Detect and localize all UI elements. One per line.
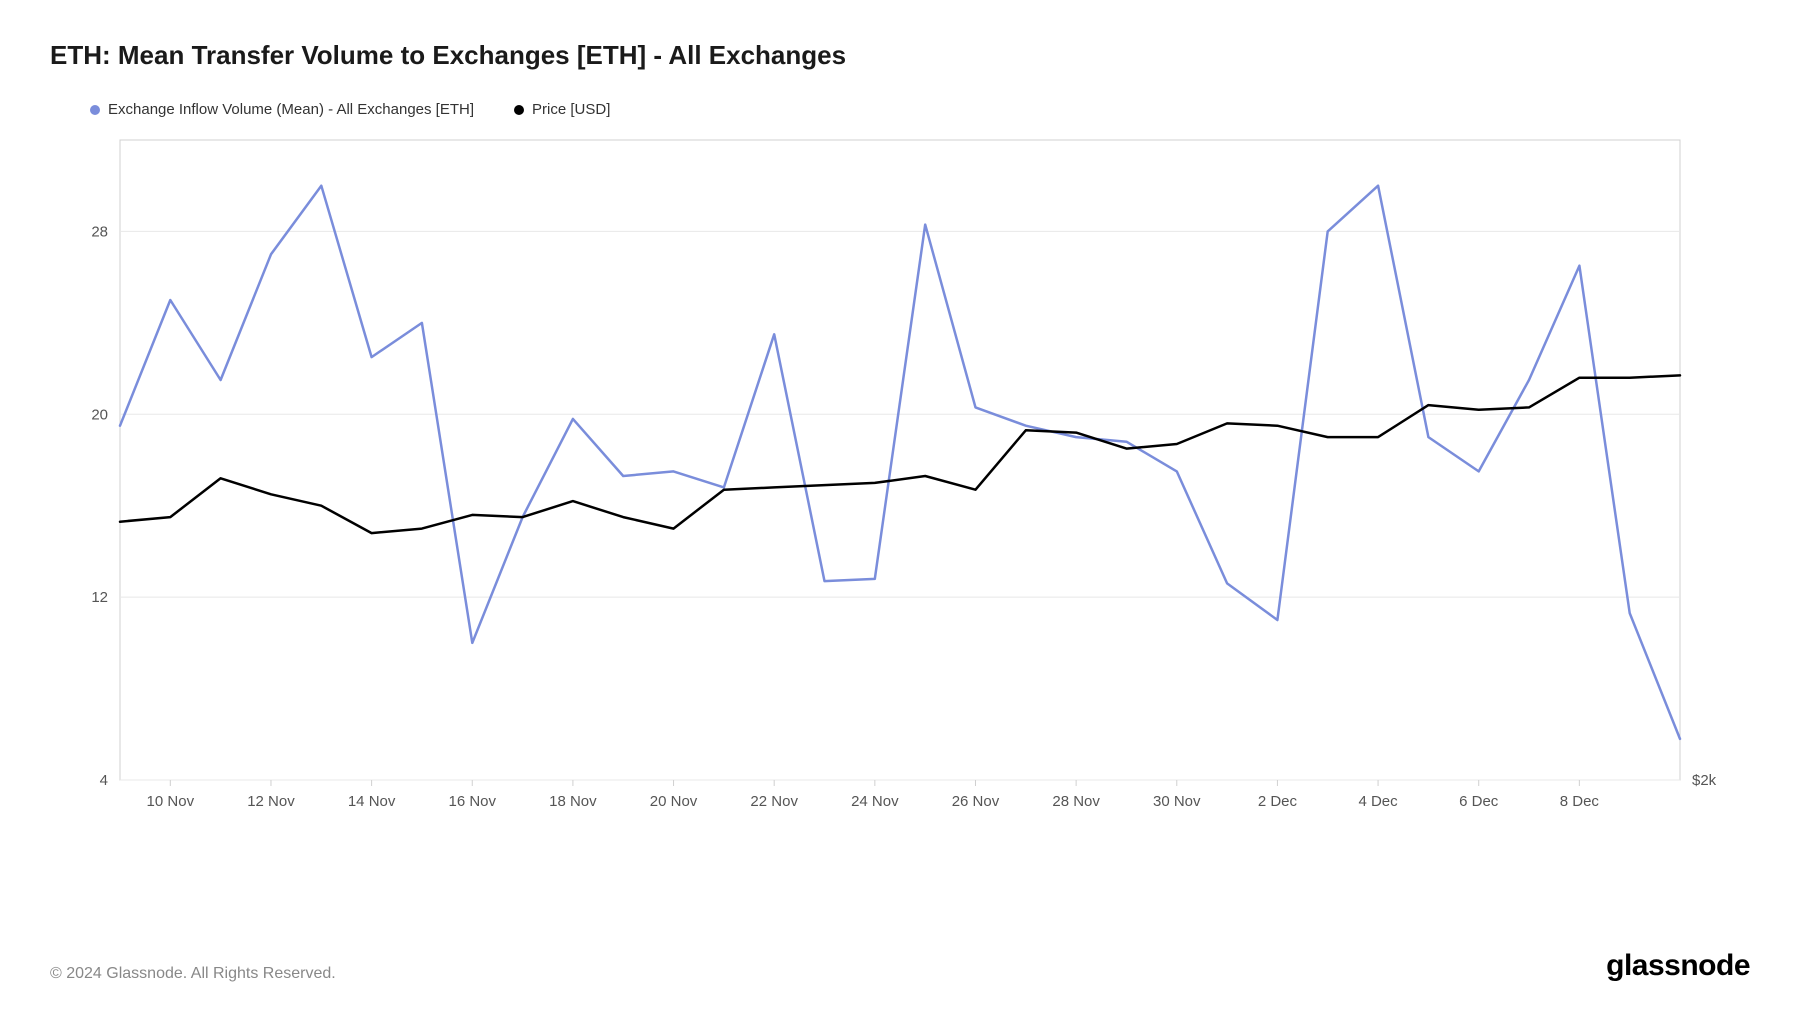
svg-text:30 Nov: 30 Nov <box>1153 793 1201 810</box>
svg-text:20 Nov: 20 Nov <box>650 793 698 810</box>
svg-text:12 Nov: 12 Nov <box>247 793 295 810</box>
svg-text:8 Dec: 8 Dec <box>1560 793 1600 810</box>
svg-text:6 Dec: 6 Dec <box>1459 793 1499 810</box>
footer: © 2024 Glassnode. All Rights Reserved. g… <box>50 949 1750 983</box>
legend: Exchange Inflow Volume (Mean) - All Exch… <box>90 101 1750 118</box>
legend-label-inflow: Exchange Inflow Volume (Mean) - All Exch… <box>108 101 474 118</box>
copyright-text: © 2024 Glassnode. All Rights Reserved. <box>50 965 336 983</box>
svg-text:28 Nov: 28 Nov <box>1052 793 1100 810</box>
svg-text:22 Nov: 22 Nov <box>750 793 798 810</box>
legend-item-price: Price [USD] <box>514 101 610 118</box>
svg-text:$2k: $2k <box>1692 772 1717 789</box>
svg-text:14 Nov: 14 Nov <box>348 793 396 810</box>
svg-text:4 Dec: 4 Dec <box>1358 793 1398 810</box>
svg-text:2 Dec: 2 Dec <box>1258 793 1298 810</box>
legend-dot-inflow <box>90 105 100 115</box>
svg-text:28: 28 <box>91 223 108 240</box>
legend-dot-price <box>514 105 524 115</box>
svg-text:4: 4 <box>100 772 108 789</box>
chart-container: ETH: Mean Transfer Volume to Exchanges [… <box>0 0 1800 1013</box>
legend-label-price: Price [USD] <box>532 101 610 118</box>
svg-text:24 Nov: 24 Nov <box>851 793 899 810</box>
svg-text:18 Nov: 18 Nov <box>549 793 597 810</box>
chart-plot-area: 4 12 20 28 $2k 10 Nov 12 Nov 14 Nov 16 Nov 18 Nov… <box>50 130 1750 830</box>
brand-logo: glassnode <box>1606 949 1750 983</box>
svg-text:16 Nov: 16 Nov <box>448 793 496 810</box>
svg-text:26 Nov: 26 Nov <box>952 793 1000 810</box>
legend-item-inflow: Exchange Inflow Volume (Mean) - All Exch… <box>90 101 474 118</box>
svg-text:20: 20 <box>91 406 108 423</box>
svg-text:12: 12 <box>91 589 108 606</box>
chart-svg: 4 12 20 28 $2k 10 Nov 12 Nov 14 Nov 16 Nov 18 Nov… <box>50 130 1750 830</box>
chart-title: ETH: Mean Transfer Volume to Exchanges [… <box>50 40 1750 71</box>
svg-text:10 Nov: 10 Nov <box>147 793 195 810</box>
